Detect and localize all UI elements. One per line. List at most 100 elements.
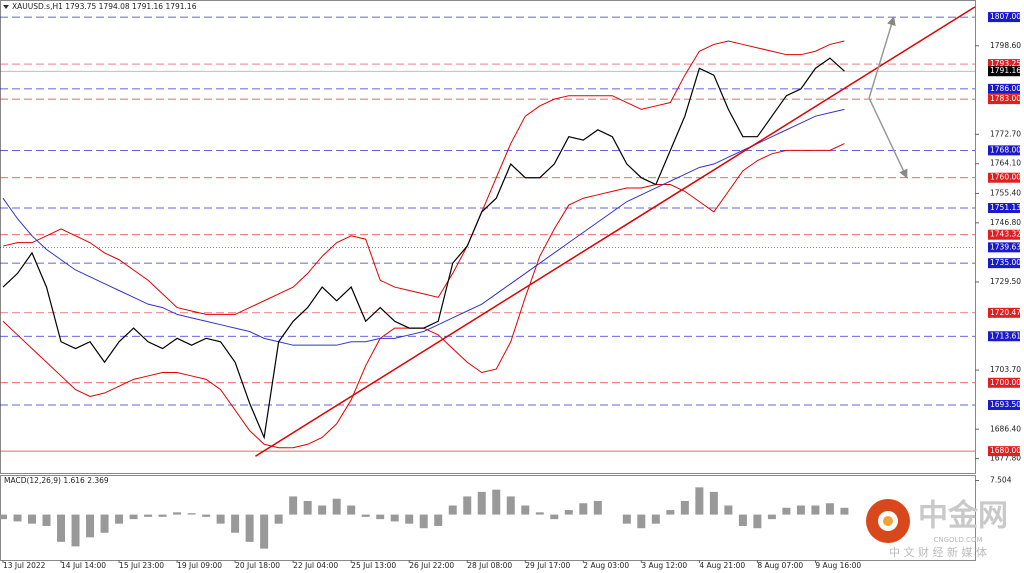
y-tick-label: 1755.40 bbox=[990, 188, 1021, 197]
y-tick-label: 7.504 bbox=[990, 476, 1012, 485]
bar bbox=[202, 514, 211, 517]
y-tick-label: 1686.40 bbox=[990, 424, 1021, 433]
bar bbox=[303, 500, 312, 515]
bar bbox=[796, 505, 805, 515]
y-tick-label: 1703.70 bbox=[990, 365, 1021, 374]
level-label: 1700.00 bbox=[990, 378, 1021, 387]
macd-title: MACD(12,26,9) 1.616 2.369 bbox=[4, 476, 109, 485]
bar bbox=[332, 498, 341, 515]
bar bbox=[42, 514, 51, 526]
bar bbox=[724, 505, 733, 515]
level-label: 1720.47 bbox=[990, 308, 1021, 317]
level-label-box bbox=[988, 172, 1020, 183]
bar bbox=[289, 496, 298, 515]
level-label: 1713.61 bbox=[990, 331, 1021, 340]
level-label-box bbox=[988, 66, 1020, 77]
bar bbox=[57, 514, 66, 542]
x-tick-label: 20 Jul 18:00 bbox=[235, 561, 280, 570]
bar bbox=[521, 505, 530, 515]
bar bbox=[100, 514, 109, 533]
y-tick-label: 1772.70 bbox=[990, 129, 1021, 138]
bar bbox=[680, 500, 689, 515]
bar bbox=[187, 513, 196, 515]
bar bbox=[535, 512, 544, 515]
level-label-box bbox=[988, 331, 1020, 342]
x-tick-label: 13 Jul 2022 bbox=[3, 561, 46, 570]
bar bbox=[115, 514, 124, 524]
projection-arrow bbox=[868, 97, 908, 179]
bar bbox=[492, 489, 501, 515]
projection-arrow bbox=[868, 16, 896, 99]
site: CNGOLD.COM bbox=[933, 536, 982, 544]
level-label-box bbox=[988, 59, 1020, 70]
x-tick-label: 4 Aug 21:00 bbox=[699, 561, 745, 570]
bar bbox=[129, 514, 138, 520]
bar bbox=[753, 514, 762, 529]
level-label: 1783.00 bbox=[990, 94, 1021, 103]
bar bbox=[811, 505, 820, 515]
bar bbox=[419, 514, 428, 529]
level-label: 1751.13 bbox=[990, 203, 1021, 212]
level-label: 1793.25 bbox=[990, 59, 1021, 68]
level-label-box bbox=[988, 229, 1020, 240]
level-label: 1786.00 bbox=[990, 84, 1021, 93]
bar bbox=[579, 503, 588, 515]
bar bbox=[173, 512, 182, 515]
bar bbox=[13, 514, 22, 522]
bar bbox=[825, 503, 834, 515]
bar bbox=[738, 514, 747, 526]
bar bbox=[361, 514, 370, 517]
level-label-box bbox=[988, 258, 1020, 269]
bar bbox=[231, 514, 240, 533]
x-tick-label: 8 Aug 07:00 bbox=[757, 561, 803, 570]
bar bbox=[695, 487, 704, 515]
x-tick-label: 15 Jul 23:00 bbox=[119, 561, 164, 570]
level-label: 1768.00 bbox=[990, 145, 1021, 154]
level-label-box bbox=[988, 203, 1020, 214]
level-label-box bbox=[988, 377, 1020, 388]
level-label: 1739.63 bbox=[990, 242, 1021, 251]
bar bbox=[245, 514, 254, 542]
bar bbox=[622, 514, 631, 524]
x-tick-label: 14 Jul 14:00 bbox=[61, 561, 106, 570]
bar bbox=[666, 510, 675, 515]
bar bbox=[86, 514, 95, 538]
bar bbox=[260, 514, 269, 549]
trendline bbox=[255, 6, 976, 457]
level-label-box bbox=[988, 446, 1020, 457]
level-label-box bbox=[988, 307, 1020, 318]
bar bbox=[158, 514, 167, 517]
bar bbox=[840, 507, 849, 515]
bar bbox=[593, 500, 602, 515]
bar bbox=[651, 514, 660, 524]
bar bbox=[782, 507, 791, 515]
price-line bbox=[2, 57, 845, 440]
x-tick-label: 28 Jul 08:00 bbox=[467, 561, 512, 570]
bar bbox=[637, 514, 646, 529]
level-label-box bbox=[988, 399, 1020, 410]
bar bbox=[390, 514, 399, 522]
bar bbox=[274, 514, 283, 524]
level-label: 1760.00 bbox=[990, 173, 1021, 182]
x-tick-label: 22 Jul 04:00 bbox=[293, 561, 338, 570]
brand: 中金网 bbox=[918, 499, 1008, 534]
chart-title: XAUUSD.s,H1 1793.75 1794.08 1791.16 1791… bbox=[12, 2, 197, 11]
x-tick-label: 9 Aug 16:00 bbox=[815, 561, 861, 570]
level-label: 1735.00 bbox=[990, 258, 1021, 267]
bar bbox=[318, 505, 327, 515]
bar bbox=[144, 514, 153, 517]
menu-icon bbox=[3, 5, 9, 9]
level-label-box bbox=[988, 94, 1020, 105]
watermark: 中金网 CNGOLD.COM 中 文 财 经 新 媒 体 bbox=[866, 499, 1008, 559]
level-label-box bbox=[988, 12, 1020, 23]
bar bbox=[506, 496, 515, 515]
slogan: 中 文 财 经 新 媒 体 bbox=[889, 545, 987, 559]
level-label-box bbox=[988, 242, 1020, 253]
indicator-line bbox=[2, 40, 845, 315]
bar bbox=[564, 510, 573, 515]
y-tick-label: 1798.60 bbox=[990, 41, 1021, 50]
x-tick-label: 25 Jul 13:00 bbox=[351, 561, 396, 570]
